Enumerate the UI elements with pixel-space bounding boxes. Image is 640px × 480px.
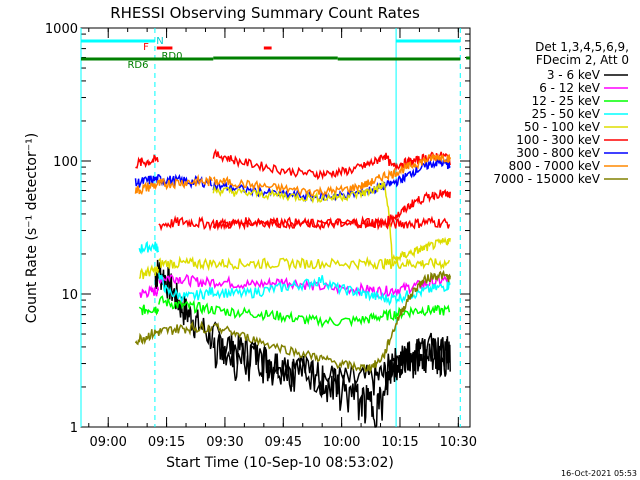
y-axis-label: Count Rate (s⁻¹ detector⁻¹) [24,133,40,323]
series-line [134,173,213,195]
x-tick-label: 09:00 [89,435,126,450]
flag-label: F [143,42,149,53]
legend-entry: 800 - 7000 keV [509,159,601,173]
flag-label: N [156,36,163,47]
legend-entry: 6 - 12 keV [539,81,601,95]
series-line [134,320,213,346]
series-line [212,188,451,230]
x-axis-label: Start Time (10-Sep-10 08:53:02) [166,455,394,471]
series-line [138,264,160,280]
series-line [135,154,159,169]
series-line [138,304,160,316]
y-tick-label: 1000 [45,22,78,37]
flag-label: RD0 [161,51,182,62]
legend-entry: 50 - 100 keV [524,120,601,134]
series-line [139,284,160,299]
legend-entry: 7000 - 15000 keV [493,172,600,186]
y-tick-label: 100 [53,155,78,170]
series-line [158,273,450,298]
x-tick-label: 09:30 [206,435,243,450]
legend-entry: 100 - 300 keV [516,133,600,147]
legend-entry: 300 - 800 keV [516,146,600,160]
legend-header: Det 1,3,4,5,6,9, [535,40,629,54]
x-tick-label: 09:45 [265,435,302,450]
y-tick-label: 10 [61,288,78,303]
series-line [212,332,451,428]
series-line [213,269,451,374]
series-line [158,272,451,307]
series-line [212,180,451,265]
x-tick-label: 10:30 [440,435,477,450]
series-line [158,215,451,232]
x-tick-label: 10:15 [381,435,418,450]
series-line [158,295,451,329]
legend-entry: 3 - 6 keV [547,68,601,82]
series-line [158,255,451,272]
x-tick-label: 10:00 [323,435,360,450]
series-line [212,152,451,198]
chart-title: RHESSI Observing Summary Count Rates [110,4,420,22]
x-tick-label: 09:15 [148,435,185,450]
y-tick-label: 1 [70,421,78,436]
legend-entry: 25 - 50 keV [532,107,601,121]
plot-area: NF RD0 RD6 [80,28,470,428]
legend-header: FDecim 2, Att 0 [536,53,629,67]
timestamp: 16-Oct-2021 05:53 [561,469,637,478]
axis-ticks: 1 10 100 1000 09:00 09:15 09:30 09:45 10:00 10:15… [45,22,477,450]
series-line [138,240,160,255]
flag-label: RD6 [127,60,148,71]
legend-entry: 12 - 25 keV [532,94,601,108]
legend: Det 1,3,4,5,6,9,FDecim 2, Att 03 - 6 keV… [493,40,629,186]
